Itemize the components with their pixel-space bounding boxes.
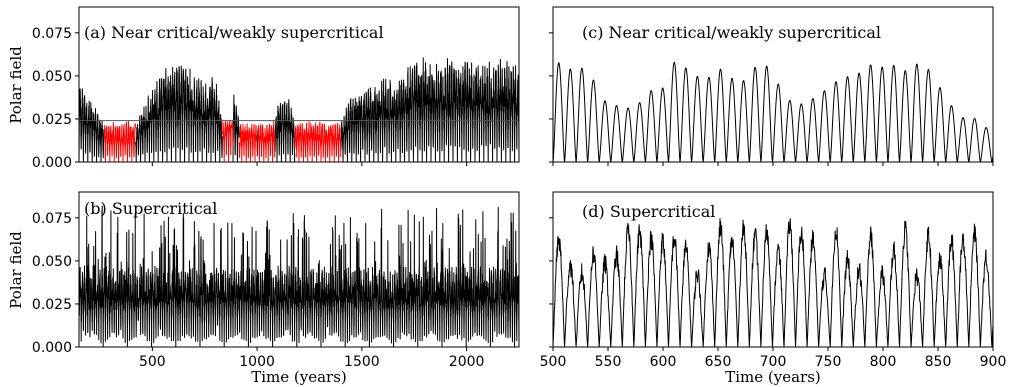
panel-b-label: (b) Supercritical: [84, 199, 217, 218]
panel-a-low-state-line: [238, 123, 258, 163]
panel-a-series-line: [78, 88, 105, 163]
panel-b-frame: [78, 191, 520, 348]
panel-c-series: [552, 61, 994, 163]
panel-b: 500 1000 1500 2000 0.000 0.025 0.050 0.075 (b) …: [32, 191, 520, 370]
panel-a-low-state-line: [103, 120, 136, 163]
panel-d-xlabel: Time (years): [725, 368, 821, 386]
panel-a-series-line: [274, 99, 296, 163]
panel-b-ticks: 500 1000 1500 2000 0.000 0.025 0.050 0.075: [32, 211, 485, 370]
panel-a-label: (a) Near critical/weakly supercritical: [84, 23, 384, 42]
panel-a-ylabel: Polar field: [7, 46, 25, 124]
panel-a-low-state-line: [222, 119, 234, 163]
panel-a-series-line: [135, 65, 223, 163]
panel-d-series: [552, 218, 994, 348]
panel-a-frame: [78, 6, 520, 163]
panel-a-ticks: 0.000 0.025 0.050 0.075: [32, 26, 468, 171]
panel-c: (c) Near critical/weakly supercritical: [549, 6, 994, 166]
panel-d-xtick-label: 800: [870, 354, 897, 370]
panel-a-low-state-line: [257, 120, 276, 163]
panel-a-ytick-label: 0.025: [32, 112, 72, 128]
panel-b-xtick-label: 1500: [344, 354, 380, 370]
panel-a-series: [78, 57, 520, 163]
panel-d-xtick-label: 900: [980, 354, 1007, 370]
panel-b-series: [78, 205, 520, 348]
panel-d-xtick-label: 750: [815, 354, 842, 370]
panel-d-xtick-label: 850: [925, 354, 952, 370]
panel-b-ytick-label: 0.050: [32, 254, 72, 270]
panel-a-series-line: [340, 57, 520, 163]
panel-d-xtick-label: 500: [540, 354, 567, 370]
panel-d-label: (d) Supercritical: [582, 202, 715, 221]
panel-a-ytick-label: 0.075: [32, 26, 72, 42]
panel-a-ytick-label: 0.050: [32, 69, 72, 85]
panel-a-series-line: [232, 94, 240, 163]
panel-b-series-line: [78, 205, 520, 348]
panel-d-ticks: 500 550 600 650 700 750 800 850 900: [540, 217, 1007, 370]
panel-c-label: (c) Near critical/weakly supercritical: [582, 23, 881, 42]
panel-b-xlabel: Time (years): [251, 368, 347, 386]
panel-b-ytick-label: 0.000: [32, 340, 72, 356]
panel-c-series-line: [552, 61, 994, 163]
panel-b-ytick-label: 0.075: [32, 211, 72, 227]
panel-d-xtick-label: 650: [705, 354, 732, 370]
panel-d-xtick-label: 600: [650, 354, 677, 370]
panel-d: 500 550 600 650 700 750 800 850 900 (d) Supercri…: [540, 191, 1007, 370]
panel-b-xtick-label: 1000: [239, 354, 275, 370]
panel-a-low-state-line: [294, 121, 342, 163]
panel-b-xtick-label: 2000: [449, 354, 485, 370]
panel-d-series-line: [552, 218, 994, 348]
panel-b-xtick-label: 500: [139, 354, 166, 370]
panel-d-xtick-label: 550: [595, 354, 622, 370]
panel-a-ytick-label: 0.000: [32, 155, 72, 171]
panel-a: 0.000 0.025 0.050 0.075 (a) Near critical/w…: [32, 6, 520, 171]
panel-b-ytick-label: 0.025: [32, 297, 72, 313]
panel-c-ticks: [549, 32, 994, 166]
panel-b-ylabel: Polar field: [7, 231, 25, 309]
panel-d-xtick-label: 700: [760, 354, 787, 370]
